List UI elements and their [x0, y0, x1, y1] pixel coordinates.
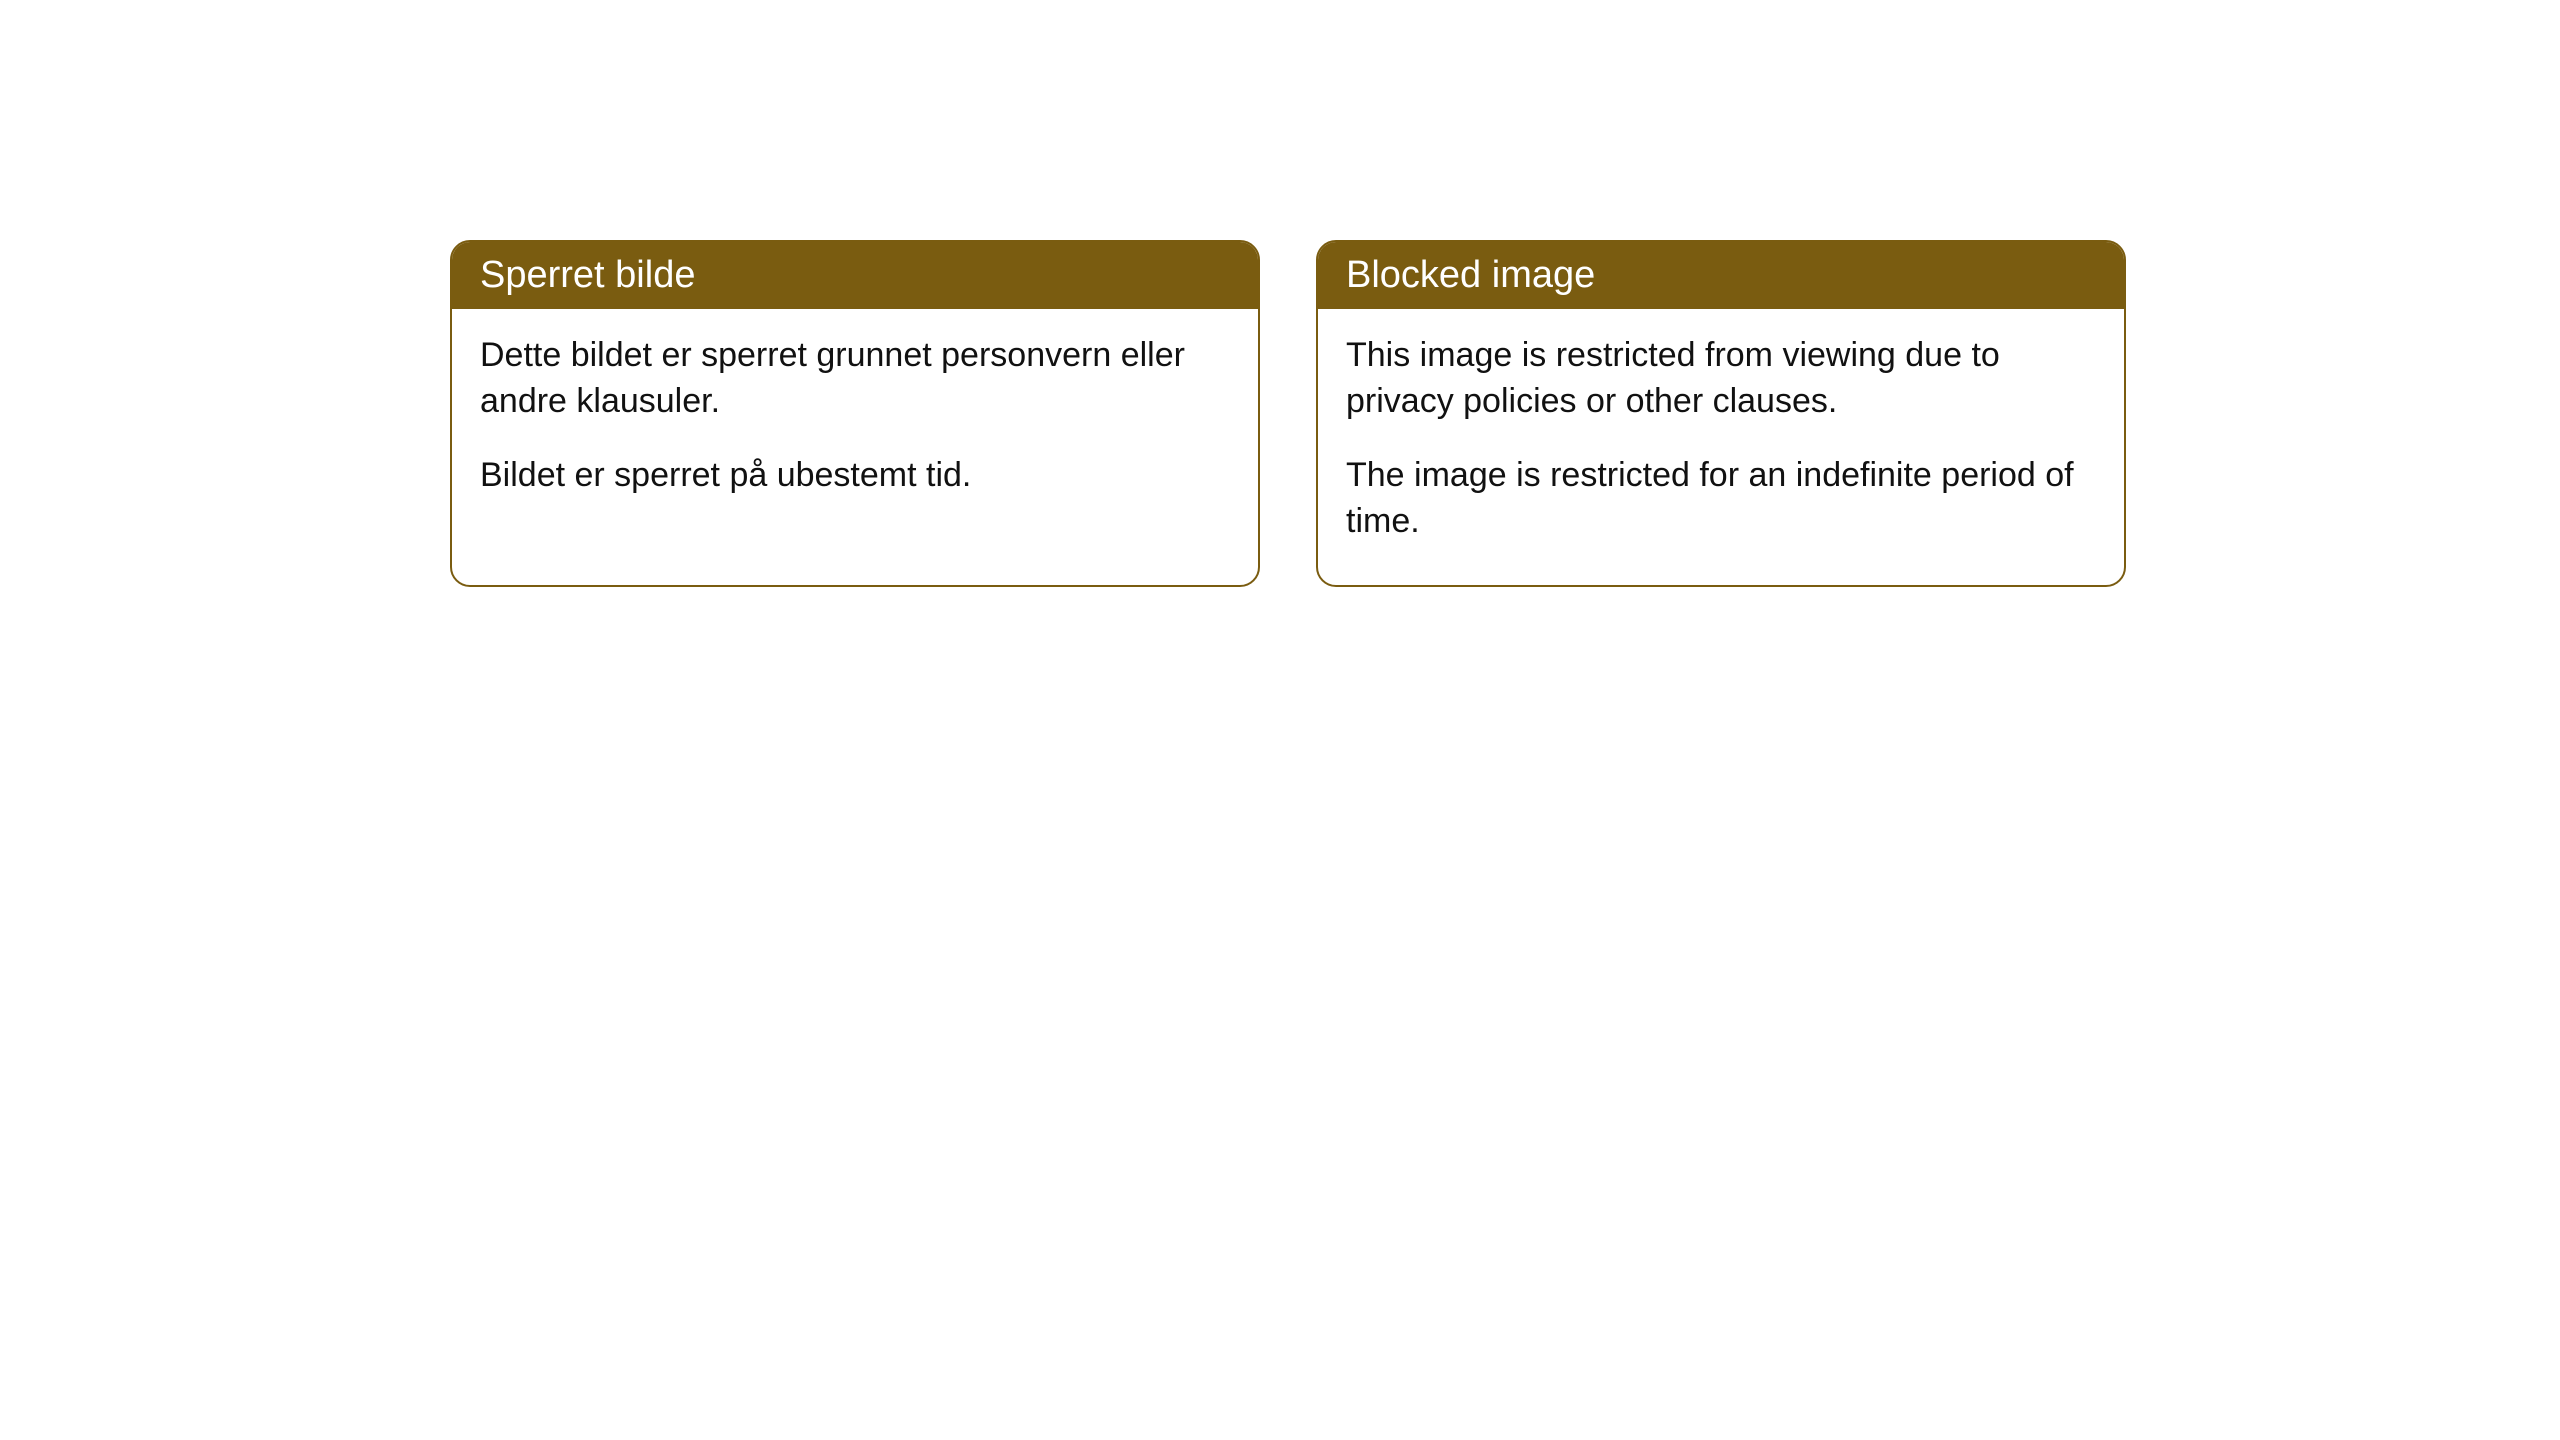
blocked-image-card-en: Blocked image This image is restricted f… [1316, 240, 2126, 587]
card-header-no: Sperret bilde [452, 242, 1258, 309]
card-body-en: This image is restricted from viewing du… [1318, 309, 2124, 585]
blocked-image-card-no: Sperret bilde Dette bildet er sperret gr… [450, 240, 1260, 587]
card-text-no-1: Dette bildet er sperret grunnet personve… [480, 333, 1230, 425]
card-text-en-1: This image is restricted from viewing du… [1346, 333, 2096, 425]
card-header-en: Blocked image [1318, 242, 2124, 309]
card-body-no: Dette bildet er sperret grunnet personve… [452, 309, 1258, 539]
card-text-en-2: The image is restricted for an indefinit… [1346, 453, 2096, 545]
card-text-no-2: Bildet er sperret på ubestemt tid. [480, 453, 1230, 499]
notice-cards-container: Sperret bilde Dette bildet er sperret gr… [450, 240, 2126, 587]
